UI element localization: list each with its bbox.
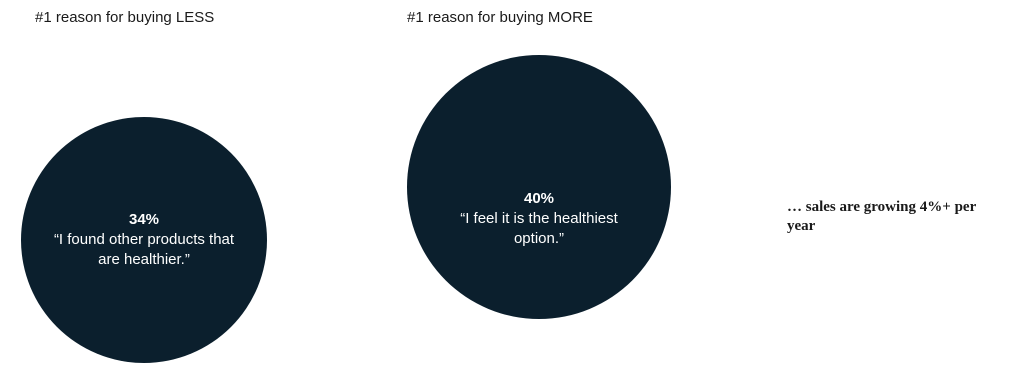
bubble-buying-less: 34% “I found other products that are hea… — [21, 117, 267, 363]
bubble-less-percent: 34% — [128, 211, 160, 228]
bubble-more-content: 40% “I feel it is the healthiest option.… — [407, 189, 671, 249]
bubble-more-circle — [407, 55, 671, 319]
heading-buying-more: #1 reason for buying MORE — [407, 9, 593, 26]
heading-buying-less: #1 reason for buying LESS — [35, 9, 215, 26]
bubble-more-quote: “I feel it is the healthiest option.” — [460, 210, 618, 247]
bubble-buying-more: 40% “I feel it is the healthiest option.… — [407, 55, 671, 374]
sales-growth-note: … sales are growing 4%+ per year — [787, 199, 976, 234]
bubble-more-percent: 40% — [523, 190, 555, 207]
bubble-less-quote: “I found other products that are healthi… — [53, 231, 235, 268]
